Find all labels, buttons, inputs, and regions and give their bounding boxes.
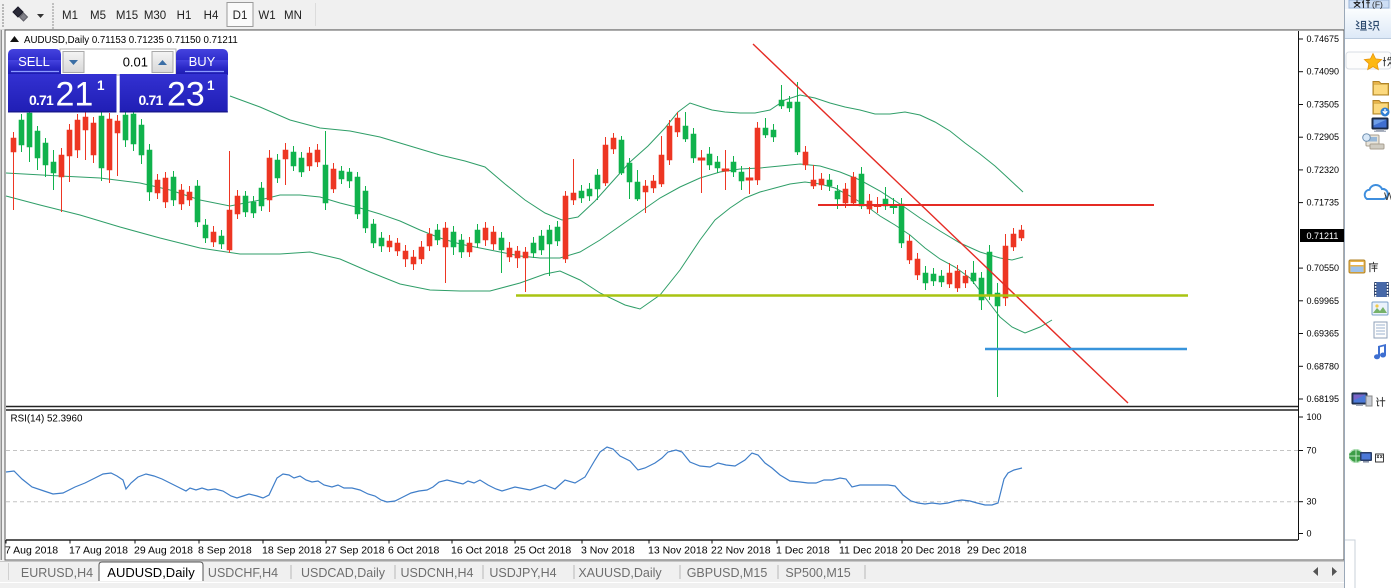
svg-text:USDCHF,H4: USDCHF,H4 [208, 566, 278, 580]
svg-text:0.68195: 0.68195 [1307, 394, 1340, 404]
svg-text:29 Aug 2018: 29 Aug 2018 [134, 545, 193, 557]
svg-text:0: 0 [1307, 529, 1312, 539]
svg-text:0.71735: 0.71735 [1307, 198, 1340, 208]
svg-text:BUY: BUY [189, 54, 216, 69]
svg-text:0.01: 0.01 [123, 55, 148, 70]
svg-text:(F): (F) [1372, 0, 1383, 10]
svg-text:0.71: 0.71 [29, 92, 54, 108]
svg-text:21: 21 [56, 75, 94, 113]
svg-text:3 Nov 2018: 3 Nov 2018 [581, 545, 635, 557]
svg-text:D1: D1 [233, 10, 248, 22]
svg-text:SP500,M15: SP500,M15 [785, 566, 850, 580]
svg-text:USDCAD,Daily: USDCAD,Daily [301, 566, 386, 580]
svg-text:EURUSD,H4: EURUSD,H4 [21, 566, 93, 580]
svg-text:20 Dec 2018: 20 Dec 2018 [901, 545, 961, 557]
svg-text:USDJPY,H4: USDJPY,H4 [489, 566, 556, 580]
svg-text:H4: H4 [204, 10, 219, 22]
svg-text:13 Nov 2018: 13 Nov 2018 [648, 545, 708, 557]
svg-text:0.68780: 0.68780 [1307, 361, 1340, 371]
svg-text:0.69365: 0.69365 [1307, 329, 1340, 339]
svg-text:7 Aug 2018: 7 Aug 2018 [5, 545, 58, 557]
svg-text:16 Oct 2018: 16 Oct 2018 [451, 545, 508, 557]
svg-text:6 Oct 2018: 6 Oct 2018 [388, 545, 440, 557]
svg-text:17 Aug 2018: 17 Aug 2018 [69, 545, 128, 557]
svg-text:AUDUSD,Daily 0.71153 0.71235: AUDUSD,Daily 0.71153 0.71235 0.71150 0.7… [24, 35, 238, 46]
svg-text:1 Dec 2018: 1 Dec 2018 [776, 545, 830, 557]
svg-text:1: 1 [97, 78, 105, 93]
svg-text:USDCNH,H4: USDCNH,H4 [401, 566, 474, 580]
svg-text:XAUUSD,Daily: XAUUSD,Daily [578, 566, 662, 580]
svg-text:H1: H1 [177, 10, 192, 22]
svg-text:M1: M1 [62, 10, 78, 22]
svg-text:8 Sep 2018: 8 Sep 2018 [198, 545, 252, 557]
svg-text:0.72320: 0.72320 [1307, 165, 1340, 175]
svg-text:1: 1 [207, 78, 215, 93]
svg-text:25 Oct 2018: 25 Oct 2018 [514, 545, 571, 557]
svg-text:0.72905: 0.72905 [1307, 132, 1340, 142]
svg-text:W1: W1 [258, 10, 275, 22]
svg-text:M15: M15 [116, 10, 138, 22]
svg-text:W: W [1384, 191, 1391, 203]
svg-text:0.73505: 0.73505 [1307, 100, 1340, 110]
svg-text:70: 70 [1307, 446, 1317, 456]
svg-text:22 Nov 2018: 22 Nov 2018 [711, 545, 771, 557]
svg-text:29 Dec 2018: 29 Dec 2018 [967, 545, 1027, 557]
svg-text:0.71211: 0.71211 [1307, 231, 1339, 241]
svg-text:0.74675: 0.74675 [1307, 34, 1340, 44]
svg-text:11 Dec 2018: 11 Dec 2018 [839, 545, 898, 557]
svg-text:AUDUSD,Daily: AUDUSD,Daily [107, 565, 195, 580]
svg-text:RSI(14) 52.3960: RSI(14) 52.3960 [11, 414, 83, 425]
svg-text:GBPUSD,M15: GBPUSD,M15 [687, 566, 768, 580]
svg-text:27 Sep 2018: 27 Sep 2018 [325, 545, 385, 557]
svg-text:0.74090: 0.74090 [1307, 67, 1340, 77]
svg-text:100: 100 [1307, 412, 1322, 422]
svg-text:18 Sep 2018: 18 Sep 2018 [262, 545, 322, 557]
svg-text:MN: MN [284, 10, 302, 22]
svg-text:M30: M30 [144, 10, 166, 22]
svg-text:0.70550: 0.70550 [1307, 263, 1340, 273]
svg-text:23: 23 [167, 75, 205, 113]
svg-text:M5: M5 [90, 10, 106, 22]
svg-text:SELL: SELL [18, 54, 50, 69]
svg-text:30: 30 [1307, 497, 1317, 507]
svg-text:0.69965: 0.69965 [1307, 296, 1340, 306]
svg-text:0.71: 0.71 [138, 92, 163, 108]
